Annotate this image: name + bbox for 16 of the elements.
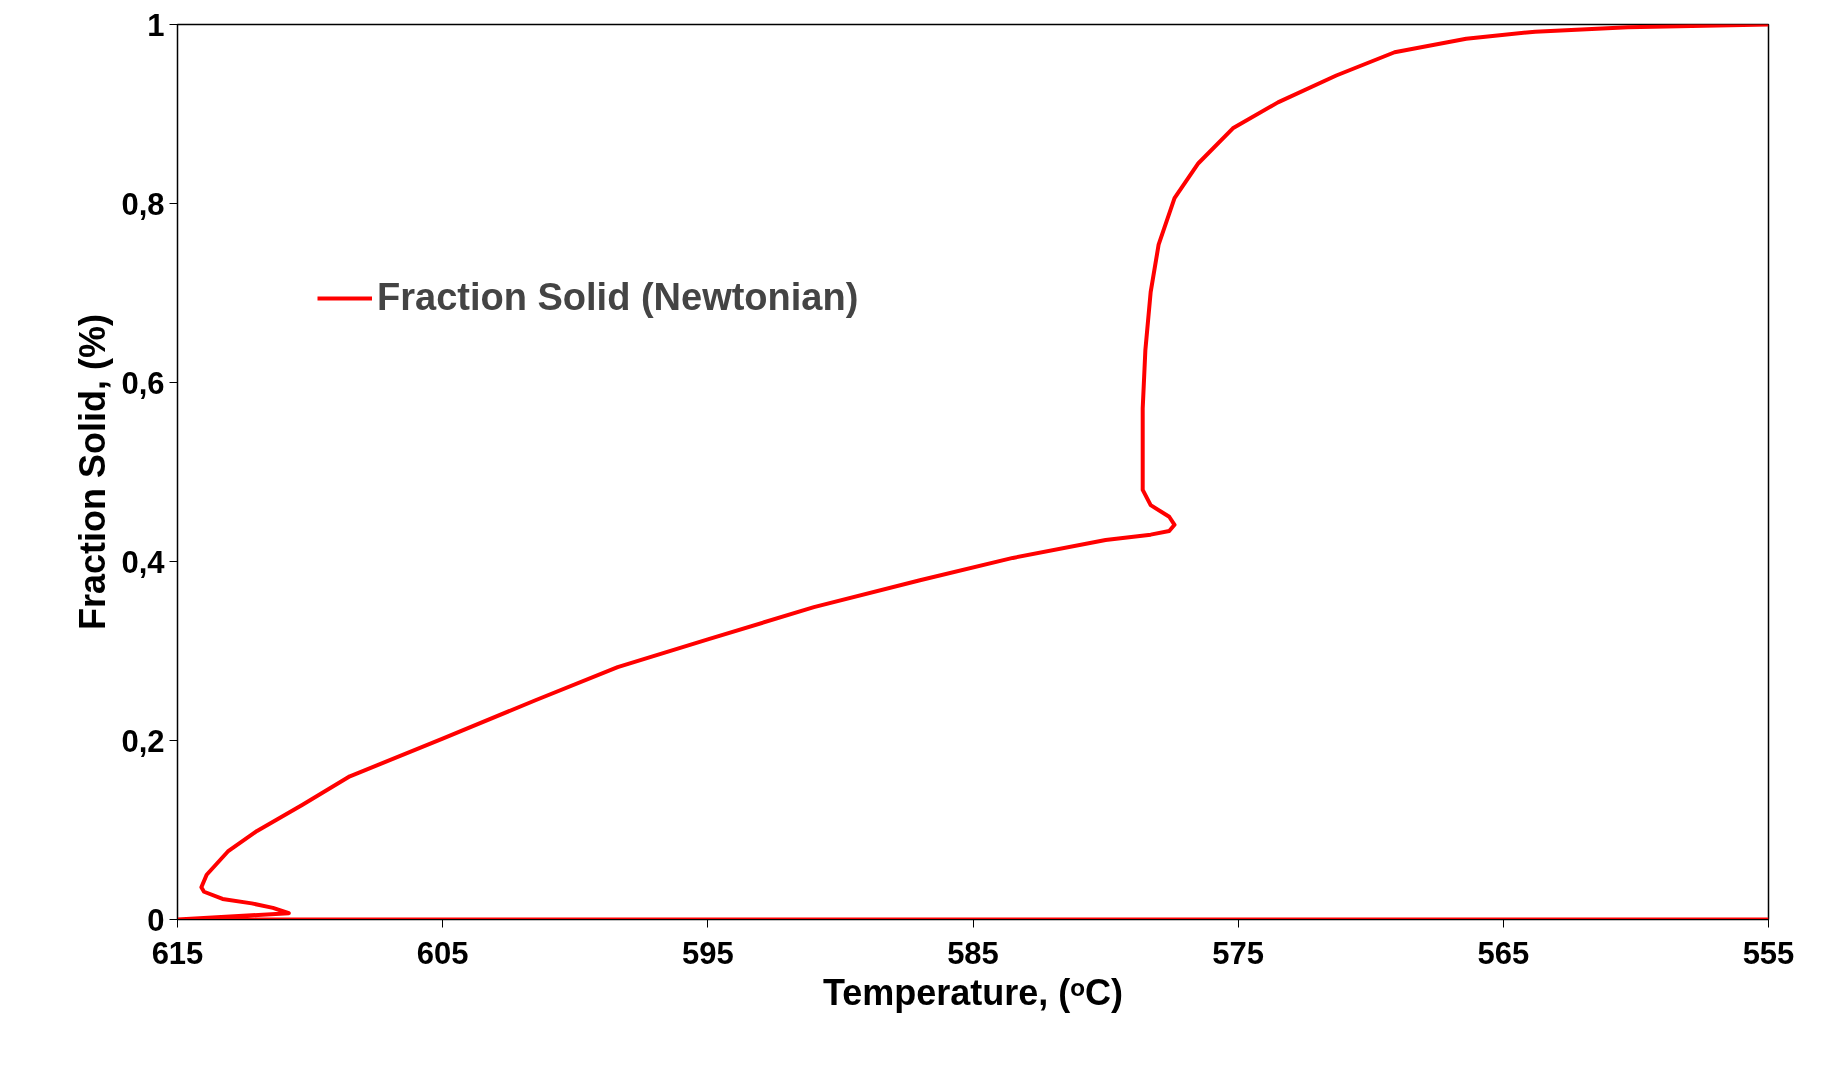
y-tick-label: 0,2 (121, 723, 165, 759)
x-tick-label: 605 (416, 935, 469, 971)
x-tick-label: 555 (1742, 935, 1795, 971)
x-axis-title: Temperature, (ᵒC) (822, 971, 1124, 1013)
x-tick-label: 585 (947, 935, 999, 971)
y-tick-label: 0,4 (121, 544, 166, 580)
x-tick-label: 575 (1212, 935, 1265, 971)
y-tick-label: 0,6 (121, 365, 165, 401)
y-tick-label: 0 (147, 902, 165, 938)
x-tick-label: 565 (1477, 935, 1530, 971)
y-axis-title: Fraction Solid, (%) (72, 313, 114, 630)
y-tick-label: 0,8 (121, 186, 165, 222)
x-tick-label: 595 (681, 935, 734, 971)
x-tick-label: 615 (151, 935, 204, 971)
legend-label: Fraction Solid (Newtonian) (377, 276, 859, 319)
y-tick-label: 1 (147, 7, 165, 43)
